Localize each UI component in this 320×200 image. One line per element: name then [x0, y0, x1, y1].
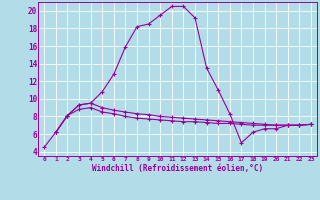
X-axis label: Windchill (Refroidissement éolien,°C): Windchill (Refroidissement éolien,°C) — [92, 164, 263, 173]
